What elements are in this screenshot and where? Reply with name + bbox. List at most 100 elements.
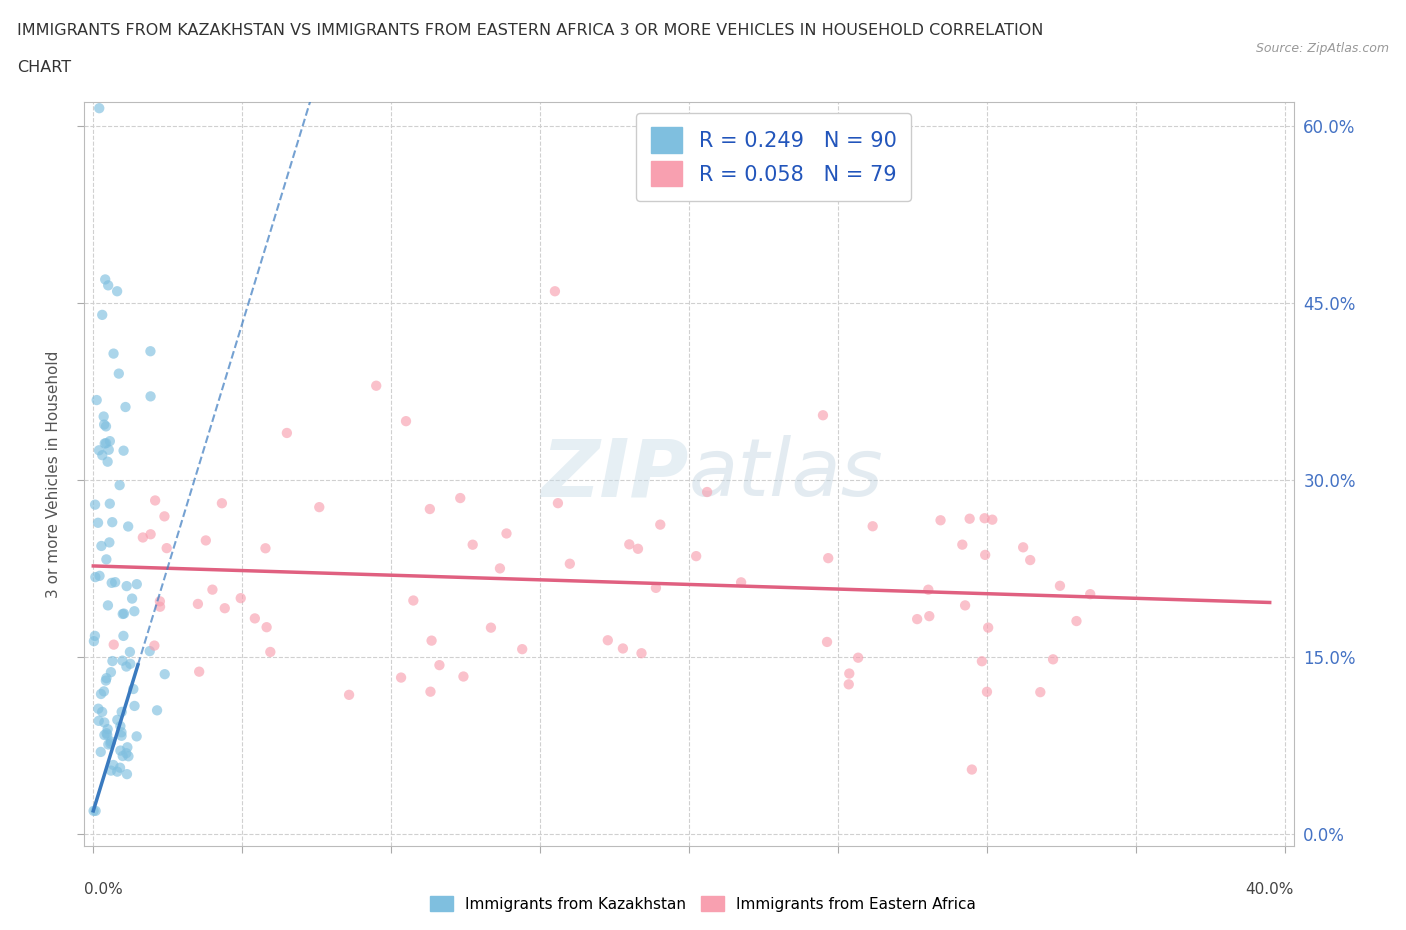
Point xyxy=(104,575,127,590)
Point xyxy=(103,758,125,773)
Point xyxy=(89,100,111,115)
Point xyxy=(453,669,475,684)
Point xyxy=(973,511,995,525)
Point xyxy=(110,743,132,758)
Y-axis label: 3 or more Vehicles in Household: 3 or more Vehicles in Household xyxy=(46,351,62,598)
Point xyxy=(121,591,143,606)
Point xyxy=(83,804,105,818)
Point xyxy=(811,408,834,423)
Point xyxy=(846,650,869,665)
Point xyxy=(389,671,412,685)
Point xyxy=(256,619,278,634)
Point xyxy=(94,272,117,286)
Point xyxy=(91,308,114,323)
Point xyxy=(90,538,112,553)
Point xyxy=(111,749,134,764)
Text: CHART: CHART xyxy=(17,60,70,75)
Point xyxy=(976,684,998,699)
Point xyxy=(90,745,112,760)
Point xyxy=(117,519,139,534)
Point xyxy=(115,746,138,761)
Point xyxy=(124,698,146,713)
Point xyxy=(838,666,860,681)
Point xyxy=(645,580,668,595)
Point xyxy=(366,379,388,393)
Point xyxy=(87,443,110,458)
Point xyxy=(84,804,107,818)
Point xyxy=(950,538,973,552)
Point xyxy=(103,346,125,361)
Point xyxy=(630,645,652,660)
Point xyxy=(650,517,672,532)
Point xyxy=(977,620,1000,635)
Point xyxy=(918,609,941,624)
Point xyxy=(96,725,118,740)
Point xyxy=(90,686,112,701)
Point xyxy=(118,644,141,659)
Point xyxy=(101,654,124,669)
Point xyxy=(132,530,155,545)
Text: 40.0%: 40.0% xyxy=(1246,882,1294,897)
Point xyxy=(308,499,330,514)
Point xyxy=(974,548,997,563)
Point xyxy=(108,761,131,776)
Point xyxy=(100,736,122,751)
Point xyxy=(139,344,162,359)
Legend: Immigrants from Kazakhstan, Immigrants from Eastern Africa: Immigrants from Kazakhstan, Immigrants f… xyxy=(423,889,983,918)
Point xyxy=(87,701,110,716)
Point xyxy=(117,740,139,755)
Point xyxy=(153,509,176,524)
Point xyxy=(558,556,581,571)
Point xyxy=(89,568,111,583)
Point xyxy=(138,644,160,658)
Point xyxy=(510,642,533,657)
Point xyxy=(139,389,162,404)
Point xyxy=(479,620,502,635)
Point xyxy=(91,704,114,719)
Point xyxy=(214,601,236,616)
Point xyxy=(627,541,650,556)
Text: atlas: atlas xyxy=(689,435,884,513)
Point xyxy=(100,764,122,778)
Point xyxy=(201,582,224,597)
Point xyxy=(87,713,110,728)
Point xyxy=(960,762,983,777)
Point xyxy=(100,576,122,591)
Point xyxy=(838,677,860,692)
Point xyxy=(111,653,134,668)
Point xyxy=(97,722,120,737)
Point xyxy=(93,684,115,698)
Point xyxy=(122,682,145,697)
Point xyxy=(685,549,707,564)
Point xyxy=(817,551,839,565)
Point xyxy=(259,644,281,659)
Text: Source: ZipAtlas.com: Source: ZipAtlas.com xyxy=(1256,42,1389,55)
Point xyxy=(1029,684,1052,699)
Point xyxy=(149,594,172,609)
Point xyxy=(1012,540,1035,555)
Point xyxy=(449,491,471,506)
Point xyxy=(276,426,298,441)
Point xyxy=(970,654,993,669)
Point xyxy=(101,514,124,529)
Point xyxy=(194,533,217,548)
Point xyxy=(111,606,134,621)
Point xyxy=(429,658,451,672)
Point xyxy=(544,284,567,299)
Point xyxy=(93,715,115,730)
Point xyxy=(420,633,443,648)
Point xyxy=(110,719,132,734)
Point xyxy=(96,671,118,685)
Point xyxy=(125,729,148,744)
Point xyxy=(243,611,266,626)
Point xyxy=(115,659,138,674)
Point xyxy=(1019,552,1042,567)
Point xyxy=(146,703,169,718)
Point xyxy=(120,657,142,671)
Point xyxy=(929,512,952,527)
Text: ZIP: ZIP xyxy=(541,435,689,513)
Point xyxy=(461,538,484,552)
Point xyxy=(862,519,884,534)
Point xyxy=(103,637,125,652)
Point xyxy=(108,366,131,381)
